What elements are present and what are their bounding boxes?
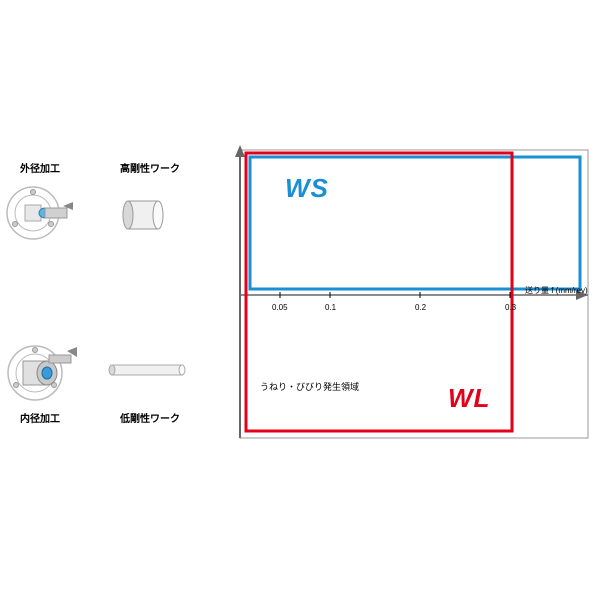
label-internal: 内径加工	[20, 410, 60, 425]
diagram-root: 外径加工 内径加工 高剛性ワーク 低剛性ワーク	[0, 0, 600, 600]
label-low-rigid: 低剛性ワーク	[120, 410, 180, 425]
tick-2: 0.1	[325, 303, 336, 312]
chart: 0.05 0.1 0.2 0.3 送り量 f (mm/rev) WS WL うね…	[230, 145, 590, 445]
low-rigid-work-icon	[108, 362, 188, 378]
tick-1: 0.05	[272, 303, 288, 312]
ws-label: WS	[285, 173, 329, 204]
label-external: 外径加工	[20, 160, 60, 175]
tick-4: 0.3	[505, 303, 516, 312]
external-chuck-icon	[5, 178, 75, 248]
label-high-rigid: 高剛性ワーク	[120, 160, 180, 175]
internal-chuck-icon	[5, 335, 80, 410]
wl-label: WL	[448, 383, 490, 414]
high-rigid-work-icon	[120, 195, 170, 235]
x-axis-label: 送り量 f (mm/rev)	[525, 285, 588, 296]
chatter-region-text: うねり・びびり発生領域	[260, 380, 359, 393]
tick-3: 0.2	[415, 303, 426, 312]
